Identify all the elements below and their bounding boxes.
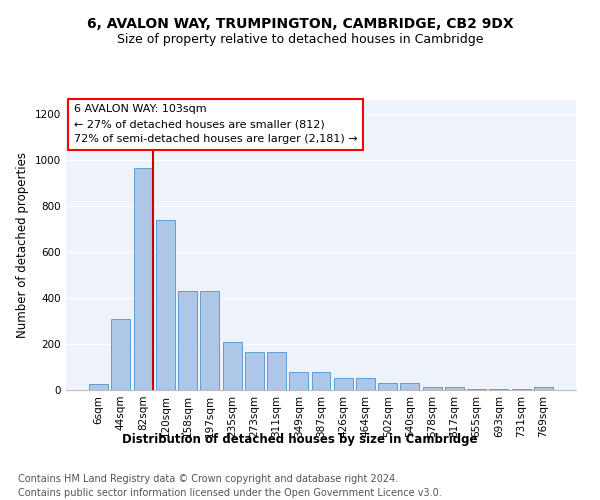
Bar: [311, 372, 331, 390]
Bar: [245, 352, 264, 390]
Bar: [512, 389, 530, 390]
Bar: [223, 342, 242, 390]
Text: 6, AVALON WAY, TRUMPINGTON, CAMBRIDGE, CB2 9DX: 6, AVALON WAY, TRUMPINGTON, CAMBRIDGE, C…: [86, 18, 514, 32]
Text: Size of property relative to detached houses in Cambridge: Size of property relative to detached ho…: [117, 32, 483, 46]
Bar: [178, 291, 197, 390]
Bar: [156, 220, 175, 390]
Bar: [378, 383, 397, 390]
Bar: [423, 386, 442, 390]
Bar: [467, 389, 486, 390]
Text: Contains HM Land Registry data © Crown copyright and database right 2024.
Contai: Contains HM Land Registry data © Crown c…: [18, 474, 442, 498]
Y-axis label: Number of detached properties: Number of detached properties: [16, 152, 29, 338]
Bar: [200, 291, 219, 390]
Bar: [534, 386, 553, 390]
Bar: [134, 168, 152, 390]
Bar: [289, 372, 308, 390]
Bar: [400, 383, 419, 390]
Text: Distribution of detached houses by size in Cambridge: Distribution of detached houses by size …: [122, 432, 478, 446]
Bar: [356, 378, 375, 390]
Bar: [490, 389, 508, 390]
Bar: [445, 386, 464, 390]
Text: 6 AVALON WAY: 103sqm
← 27% of detached houses are smaller (812)
72% of semi-deta: 6 AVALON WAY: 103sqm ← 27% of detached h…: [74, 104, 357, 144]
Bar: [267, 352, 286, 390]
Bar: [334, 378, 353, 390]
Bar: [112, 318, 130, 390]
Bar: [89, 384, 108, 390]
